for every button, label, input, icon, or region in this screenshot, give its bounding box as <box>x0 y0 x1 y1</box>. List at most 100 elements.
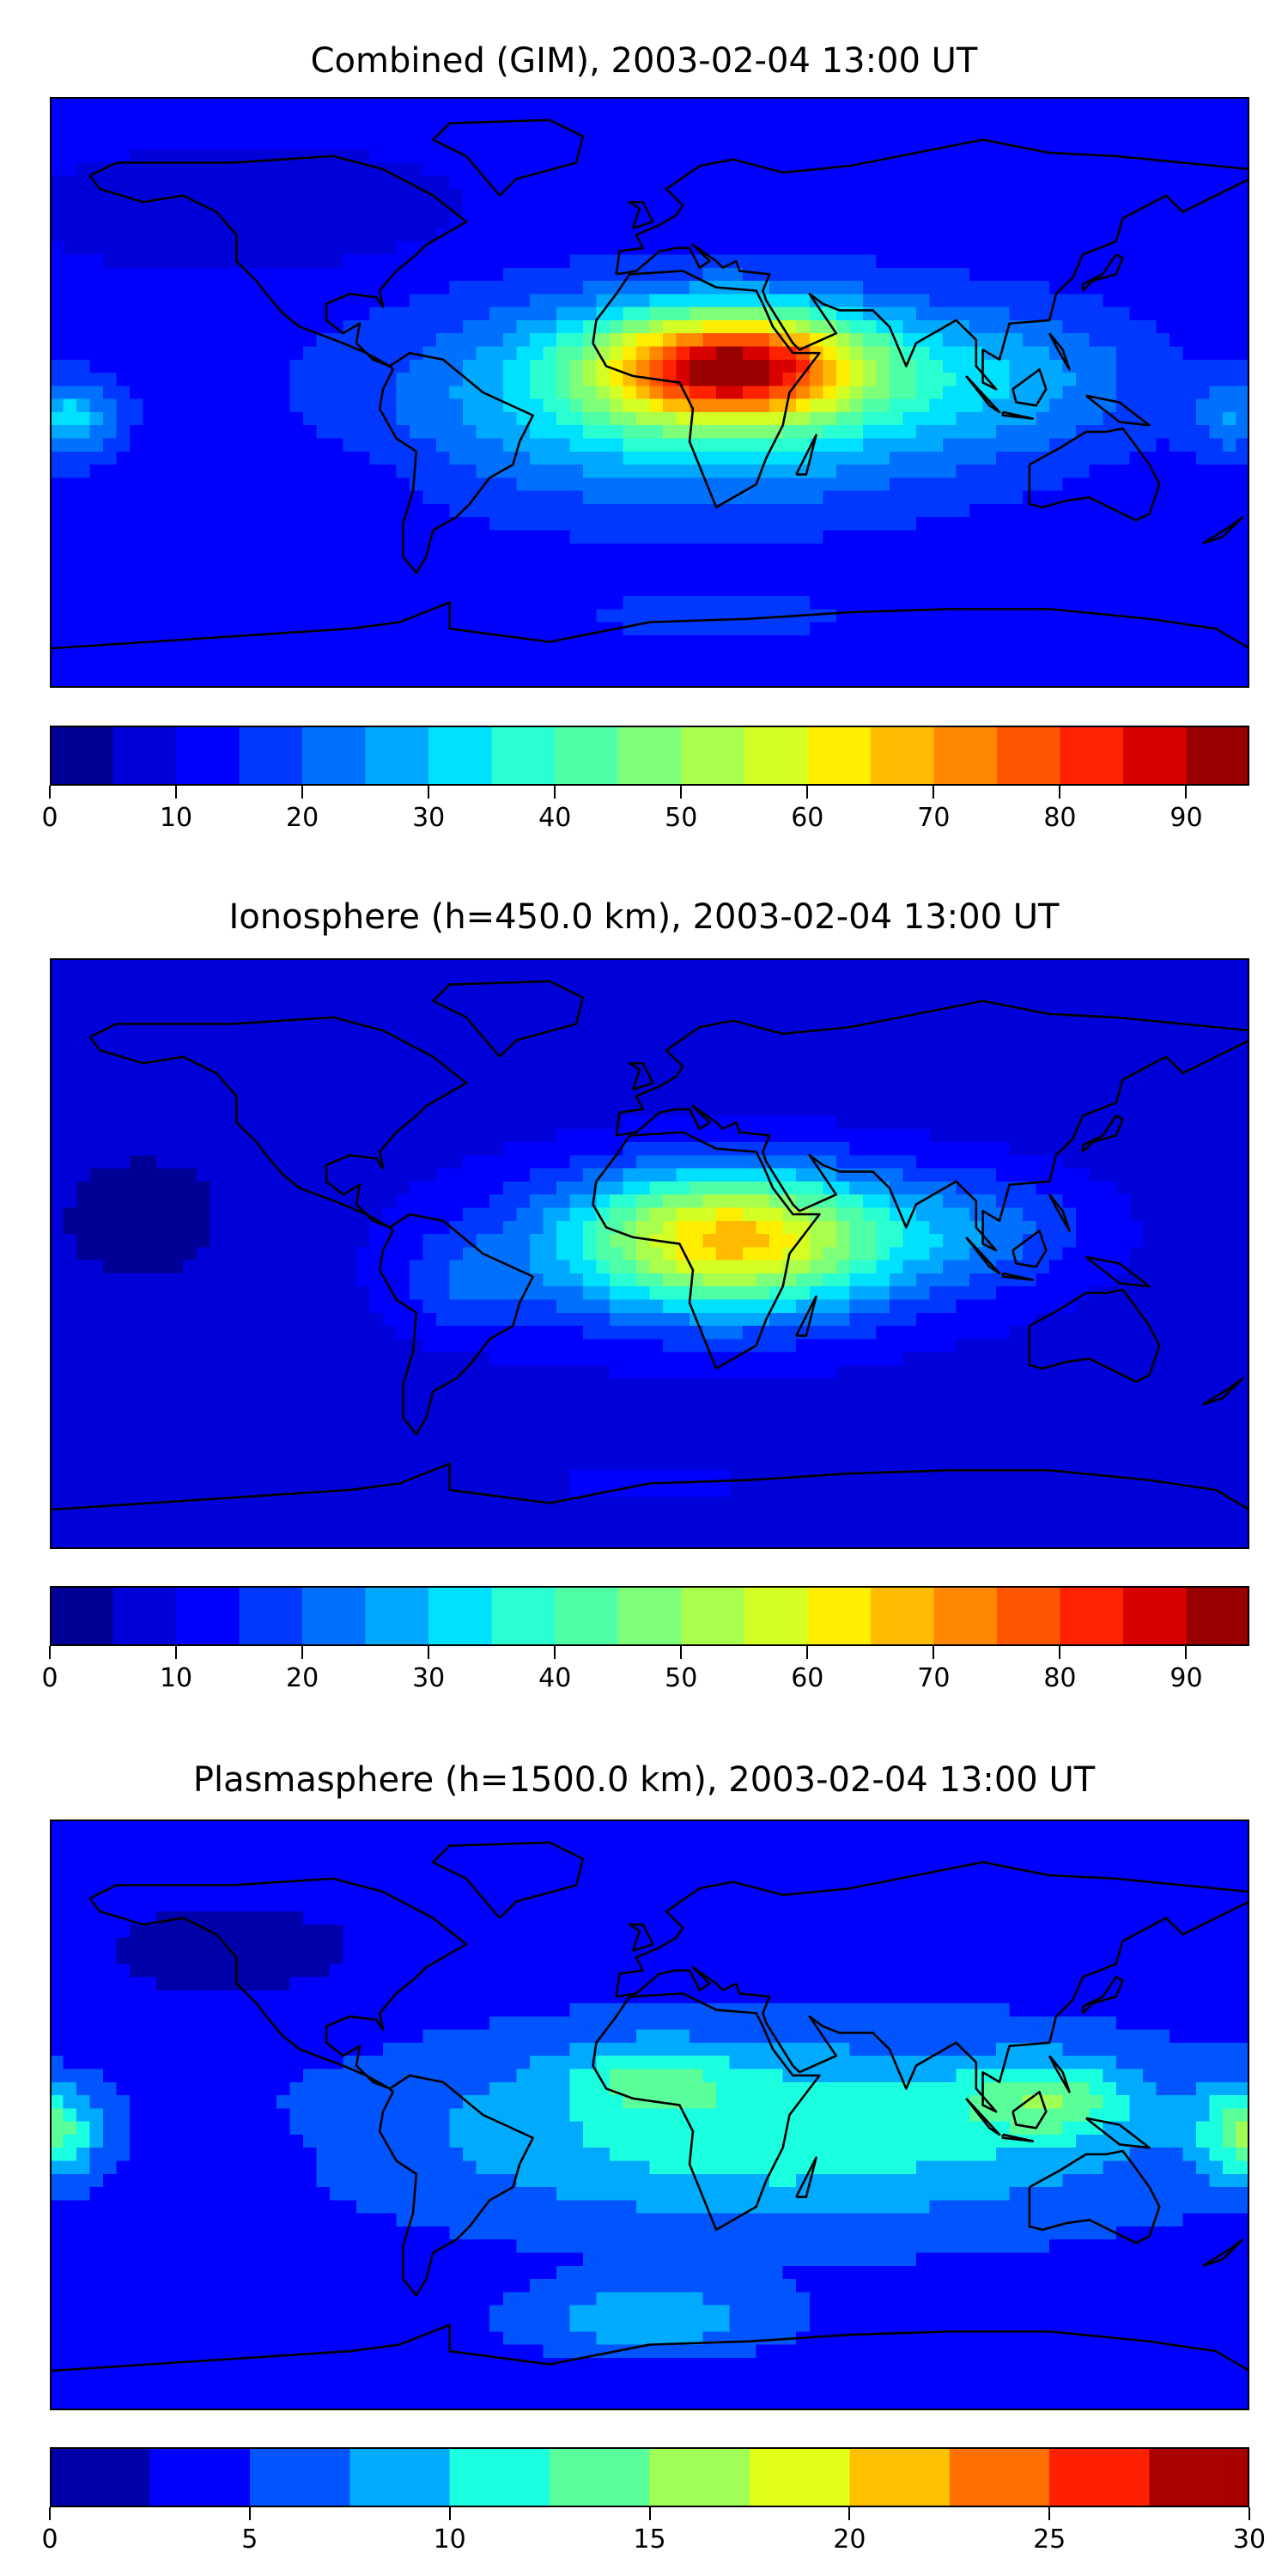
contour-cell <box>436 503 451 519</box>
contour-cell <box>169 595 185 611</box>
contour-cell <box>449 1024 464 1038</box>
contour-cell <box>76 569 91 584</box>
contour-cell <box>449 333 464 348</box>
contour-cell <box>809 411 824 427</box>
contour-cell <box>796 267 811 282</box>
contour-cell <box>183 635 197 649</box>
contour-cell <box>809 609 824 623</box>
contour-cell <box>410 123 424 137</box>
contour-cell <box>1062 386 1078 400</box>
contour-cell <box>156 136 171 150</box>
contour-cell <box>63 149 77 164</box>
coastline <box>616 178 1249 391</box>
contour-cell <box>716 1024 731 1038</box>
contour-cell <box>556 1076 571 1091</box>
contour-cell <box>103 228 118 242</box>
contour-cell <box>756 202 770 216</box>
contour-cell <box>716 110 731 125</box>
contour-cell <box>1089 189 1104 204</box>
contour-cell <box>489 294 504 308</box>
contour-cell <box>1023 582 1037 597</box>
contour-cell <box>63 386 77 400</box>
contour-cell <box>116 997 131 1012</box>
contour-cell <box>1169 451 1184 465</box>
contour-cell <box>1049 215 1064 229</box>
contour-cell <box>396 582 410 597</box>
contour-cell <box>569 346 584 361</box>
contour-cell <box>89 123 104 137</box>
contour-cell <box>1076 661 1091 676</box>
contour-cell <box>835 189 851 204</box>
contour-cell <box>1049 202 1064 216</box>
contour-cell <box>263 175 277 190</box>
contour-cell <box>649 635 664 649</box>
contour-cell <box>902 609 917 623</box>
contour-cell <box>796 228 811 242</box>
contour-cell <box>143 307 157 321</box>
contour-cell <box>782 97 798 112</box>
contour-cell <box>702 648 717 663</box>
contour-cell <box>969 1076 984 1091</box>
contour-cell <box>302 530 318 544</box>
contour-cell <box>956 267 970 282</box>
contour-cell <box>1209 228 1224 242</box>
contour-cell <box>1182 595 1197 611</box>
contour-cell <box>263 543 277 557</box>
contour-cell <box>835 569 851 584</box>
contour-cell <box>210 543 224 557</box>
contour-cell <box>556 254 571 269</box>
contour-cell <box>169 984 185 999</box>
contour-cell <box>969 254 984 269</box>
contour-cell <box>1142 997 1157 1012</box>
contour-cell <box>663 490 677 505</box>
contour-cell <box>1036 319 1050 334</box>
contour-cell <box>663 451 677 465</box>
contour-cell <box>436 674 451 688</box>
contour-cell <box>222 1050 238 1065</box>
contour-cell <box>316 359 331 374</box>
contour-cell <box>835 346 851 361</box>
contour-cell <box>1076 1024 1091 1038</box>
contour-cell <box>343 254 357 269</box>
contour-cell <box>743 136 757 150</box>
contour-cell <box>649 530 664 544</box>
contour-cell <box>676 110 690 125</box>
contour-cell <box>449 569 464 584</box>
contour-cell <box>769 661 784 676</box>
contour-cell <box>130 438 144 453</box>
contour-cell <box>1142 97 1157 112</box>
contour-cell <box>529 97 544 112</box>
contour-cell <box>929 110 944 125</box>
contour-cell <box>623 1063 637 1078</box>
contour-cell <box>849 110 864 125</box>
contour-cell <box>343 136 357 150</box>
contour-cell <box>835 490 851 505</box>
contour-cell <box>1182 307 1197 321</box>
contour-cell <box>596 254 611 269</box>
contour-cell <box>1023 123 1037 137</box>
coastline <box>795 434 817 476</box>
contour-cell <box>329 307 344 321</box>
contour-cell <box>1103 451 1117 465</box>
contour-cell <box>502 543 518 557</box>
contour-cell <box>582 490 598 505</box>
contour-cell <box>396 307 410 321</box>
contour-cell <box>956 543 970 557</box>
contour-cell <box>876 319 890 334</box>
contour-cell <box>343 373 357 387</box>
contour-cell <box>582 997 598 1012</box>
contour-cell <box>942 465 957 479</box>
contour-cell <box>316 517 331 532</box>
contour-cell <box>782 438 798 453</box>
contour-cell <box>489 595 504 611</box>
contour-cell <box>156 661 171 676</box>
contour-cell <box>582 373 598 387</box>
contour-cell <box>183 438 197 453</box>
contour-cell <box>1089 997 1104 1012</box>
contour-cell <box>463 517 477 532</box>
contour-cell <box>329 1024 344 1038</box>
contour-cell <box>1195 294 1211 308</box>
contour-cell <box>236 1011 251 1025</box>
contour-cell <box>543 136 557 150</box>
contour-cell <box>1236 228 1249 242</box>
